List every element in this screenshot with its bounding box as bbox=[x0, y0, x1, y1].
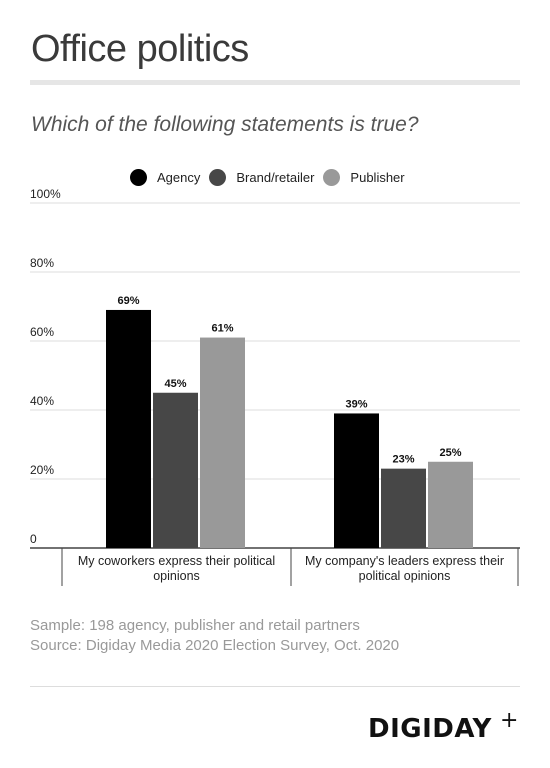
title-divider bbox=[30, 80, 520, 85]
legend-swatch-publisher bbox=[323, 168, 341, 186]
data-label: 69% bbox=[117, 295, 139, 307]
data-label: 25% bbox=[439, 447, 461, 459]
digiday-logo: DIGIDAY bbox=[368, 714, 492, 744]
bar bbox=[381, 468, 426, 548]
y-tick-label: 40% bbox=[30, 394, 54, 408]
chart-subtitle: Which of the following statements is tru… bbox=[31, 113, 419, 136]
category-label: My company's leaders express their bbox=[305, 554, 504, 568]
data-label: 45% bbox=[164, 378, 186, 390]
legend-swatch-agency bbox=[130, 168, 147, 186]
bar bbox=[153, 392, 198, 548]
legend-item-publisher: Publisher bbox=[323, 168, 405, 186]
plus-icon: + bbox=[500, 708, 519, 733]
y-tick-label: 60% bbox=[30, 325, 54, 339]
legend: Agency Brand/retailer Publisher bbox=[130, 167, 414, 187]
data-label: 61% bbox=[211, 323, 233, 335]
sample-note: Sample: 198 agency, publisher and retail… bbox=[30, 617, 360, 634]
category-label: My coworkers express their political bbox=[78, 554, 275, 568]
category-label: political opinions bbox=[359, 569, 451, 583]
legend-item-brand-retailer: Brand/retailer bbox=[209, 168, 315, 186]
data-label: 39% bbox=[345, 398, 367, 410]
footer-divider bbox=[30, 686, 520, 687]
source-note: Source: Digiday Media 2020 Election Surv… bbox=[30, 637, 400, 654]
legend-swatch-brand-retailer bbox=[209, 168, 227, 186]
bar bbox=[428, 461, 473, 548]
y-tick-label: 0 bbox=[30, 532, 37, 546]
legend-label-brand-retailer: Brand/retailer bbox=[236, 169, 315, 185]
bar bbox=[200, 337, 245, 548]
bar bbox=[106, 309, 151, 548]
bar bbox=[334, 413, 379, 548]
chart-title: Office politics bbox=[31, 28, 249, 70]
bar-chart: 0 20% 40% 60% 80% 100% 69% 45% 61% My coworkers e… bbox=[30, 187, 520, 586]
y-tick-label: 80% bbox=[30, 256, 54, 270]
legend-item-agency: Agency bbox=[130, 168, 201, 186]
data-label: 23% bbox=[392, 454, 414, 466]
y-tick-label: 100% bbox=[30, 187, 61, 201]
y-tick-label: 20% bbox=[30, 463, 54, 477]
legend-label-publisher: Publisher bbox=[350, 169, 405, 185]
legend-label-agency: Agency bbox=[157, 169, 201, 185]
category-label: opinions bbox=[153, 569, 200, 583]
